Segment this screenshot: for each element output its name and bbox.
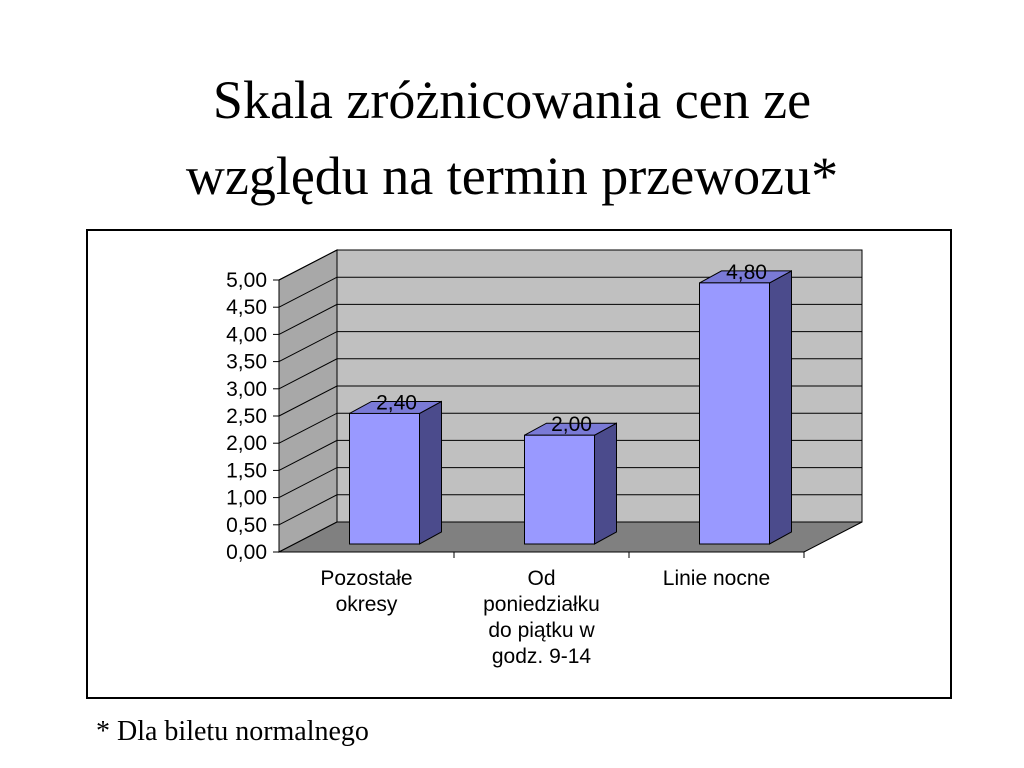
gridline [278,303,862,335]
x-category-label: Linie nocne [663,567,770,590]
gridline [278,439,862,471]
x-category-label-line: okresy [336,593,398,616]
gridline [278,331,862,363]
y-tick-label: 2,50 [226,405,267,428]
y-tick-label: 3,50 [226,351,267,374]
y-tick-label: 0,00 [226,541,267,564]
bar [699,282,770,545]
x-category-label-line: Od [527,567,555,590]
title-line-1: Skala zróżnicowania cen ze [212,70,812,130]
gridline [278,412,862,444]
data-label: 4,80 [726,261,767,284]
x-category-label: Od poniedziałku do piątku w godz. 9-14 [483,567,600,668]
data-label: 2,00 [551,413,592,436]
bar-side [769,270,792,545]
bar [349,412,420,545]
y-tick-label: 3,00 [226,378,267,401]
x-category-label-line: Pozostałe [320,567,412,590]
gridline [278,358,862,390]
x-category-label-line: godz. 9-14 [492,645,592,668]
x-category-label: Pozostałe okresy [320,567,412,616]
gridline [278,385,862,417]
x-category-label-line: Linie nocne [663,567,770,590]
footnote: * Dla biletu normalnego [96,716,369,747]
bar-side [419,400,442,545]
y-tick-label: 1,50 [226,459,267,482]
y-tick-label: 2,00 [226,432,267,455]
gridline [278,494,862,526]
data-label: 2,40 [376,391,417,414]
x-category-label-line: do piątku w [488,619,595,642]
y-tick-label: 0,50 [226,514,267,537]
gridline [278,249,862,281]
x-category-label-line: poniedziałku [483,593,600,616]
slide-title: Skala zróżnicowania cen ze względu na te… [0,62,1024,214]
y-tick-label: 4,50 [226,296,267,319]
chart-frame: 0,00 0,50 1,00 1,50 2,00 2,50 3,00 3,50 4,00 4,50… [86,229,952,699]
gridline [278,467,862,499]
gridline [278,276,862,308]
bar-side [594,422,617,545]
y-tick-label: 5,00 [226,269,267,292]
title-line-2: względu na termin przewozu* [185,146,839,206]
y-tick-label: 1,00 [226,487,267,510]
bar [524,434,595,545]
bar-chart: 0,00 0,50 1,00 1,50 2,00 2,50 3,00 3,50 4,00 4,50… [226,249,863,668]
y-tick-label: 4,00 [226,323,267,346]
